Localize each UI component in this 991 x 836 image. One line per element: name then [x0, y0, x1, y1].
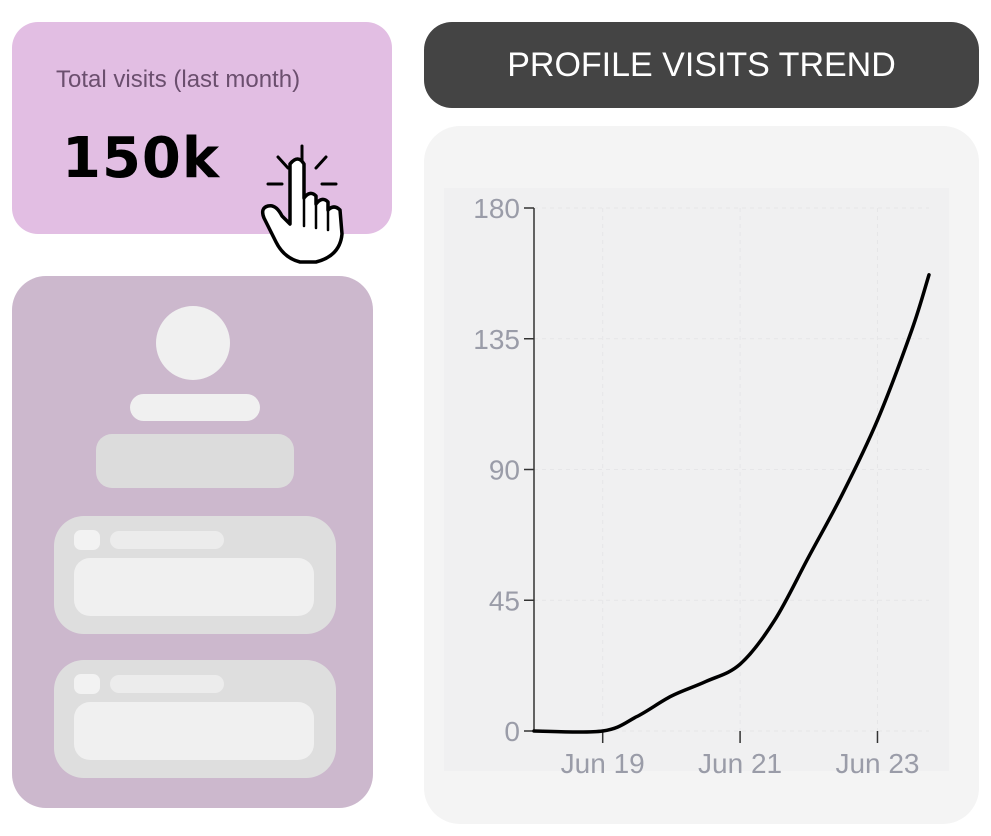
- item-icon-placeholder: [74, 530, 100, 550]
- line-chart: 0 45 90 135 180 Jun 19 Jun 21 Jun 23: [444, 188, 949, 779]
- x-tick-label: Jun 19: [561, 748, 645, 779]
- avatar-placeholder: [156, 306, 230, 380]
- item-content-placeholder: [74, 702, 314, 760]
- item-icon-placeholder: [74, 674, 100, 694]
- y-tick-label: 0: [504, 716, 520, 747]
- plot-area: [444, 188, 949, 771]
- x-tick-label: Jun 23: [835, 748, 919, 779]
- chart-panel: 0 45 90 135 180 Jun 19 Jun 21 Jun 23: [424, 126, 979, 824]
- y-tick-label: 45: [489, 585, 520, 616]
- y-tick-label: 180: [473, 193, 520, 224]
- stat-value: 150k: [62, 126, 221, 191]
- subtitle-placeholder: [96, 434, 294, 488]
- list-item-placeholder: [54, 660, 336, 778]
- item-content-placeholder: [74, 558, 314, 616]
- x-tick-label: Jun 21: [698, 748, 782, 779]
- series-line: [532, 273, 931, 734]
- chart-title-banner: PROFILE VISITS TREND: [424, 22, 979, 108]
- total-visits-card[interactable]: Total visits (last month) 150k: [12, 22, 392, 264]
- profile-card-skeleton: [12, 276, 373, 808]
- list-item-placeholder: [54, 516, 336, 634]
- stat-label: Total visits (last month): [56, 66, 301, 93]
- pointer-hand-click-icon: [260, 144, 344, 264]
- item-title-placeholder: [110, 531, 224, 549]
- name-placeholder: [130, 394, 260, 421]
- item-title-placeholder: [110, 675, 224, 693]
- y-tick-label: 90: [489, 455, 520, 486]
- y-tick-label: 135: [473, 324, 520, 355]
